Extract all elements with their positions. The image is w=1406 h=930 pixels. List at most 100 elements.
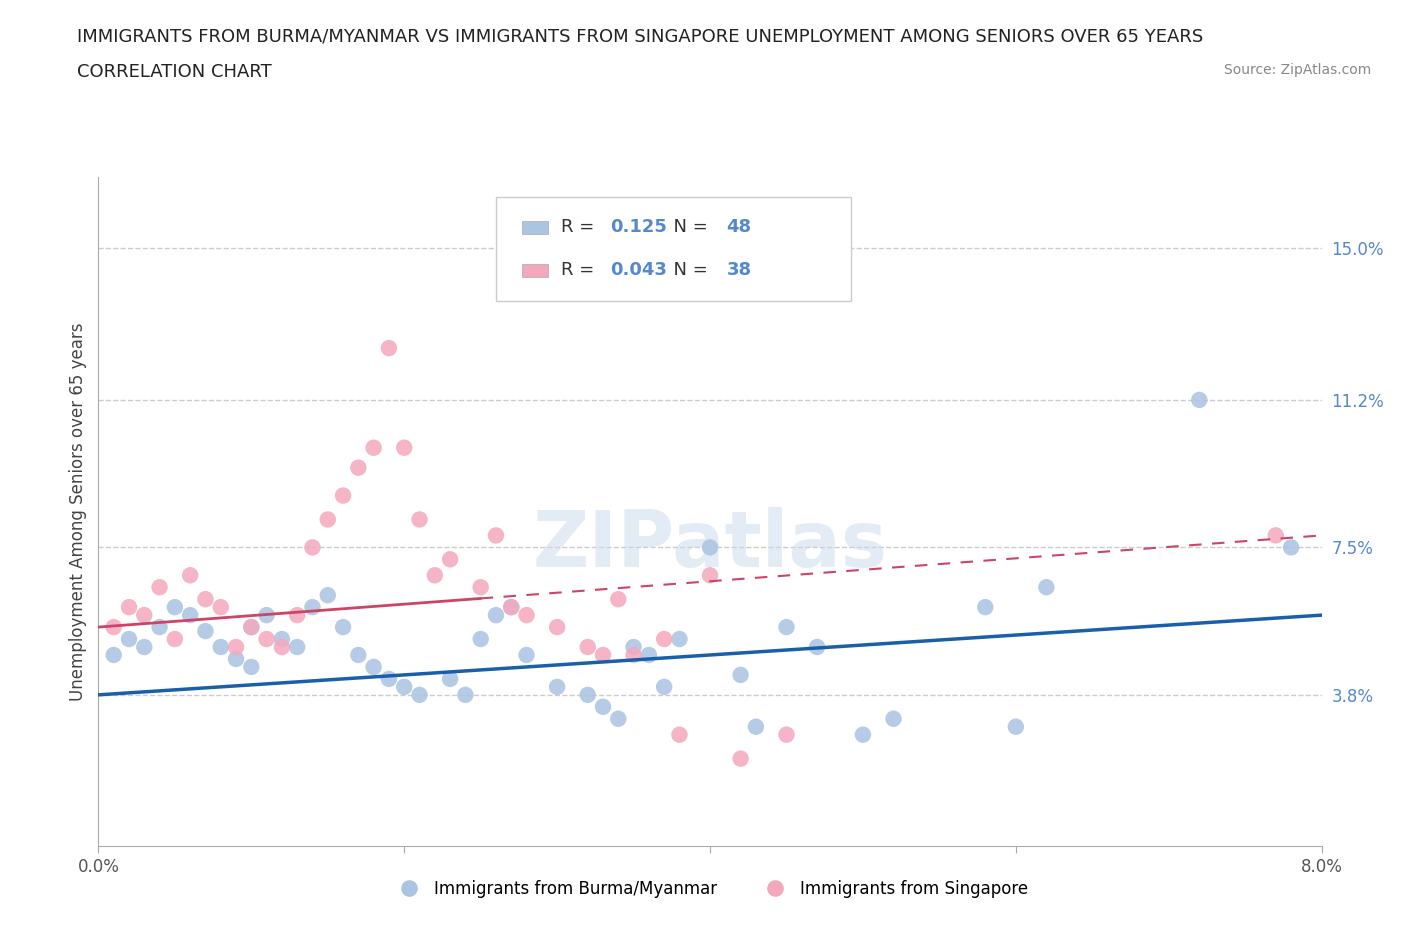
Point — [1188, 392, 1211, 407]
Point — [1004, 719, 1026, 734]
Point — [408, 687, 430, 702]
Point — [134, 607, 156, 622]
Point — [623, 640, 645, 655]
FancyBboxPatch shape — [522, 221, 548, 234]
Point — [347, 647, 370, 662]
Text: Source: ZipAtlas.com: Source: ZipAtlas.com — [1223, 63, 1371, 77]
Point — [607, 591, 630, 606]
Text: N =: N = — [662, 261, 713, 279]
FancyBboxPatch shape — [522, 264, 548, 277]
Point — [392, 440, 416, 455]
Point — [240, 619, 263, 634]
Y-axis label: Unemployment Among Seniors over 65 years: Unemployment Among Seniors over 65 years — [69, 323, 87, 700]
Point — [240, 619, 263, 634]
Point — [470, 579, 492, 594]
Point — [163, 631, 186, 646]
Point — [392, 680, 416, 695]
FancyBboxPatch shape — [496, 197, 851, 300]
Point — [439, 671, 461, 686]
Point — [576, 687, 599, 702]
Point — [501, 600, 523, 615]
Point — [285, 607, 308, 622]
Point — [378, 671, 401, 686]
Text: R =: R = — [561, 219, 600, 236]
Legend: Immigrants from Burma/Myanmar, Immigrants from Singapore: Immigrants from Burma/Myanmar, Immigrant… — [385, 873, 1035, 905]
Text: N =: N = — [662, 219, 713, 236]
Point — [301, 540, 323, 555]
Point — [1279, 540, 1302, 555]
Point — [256, 607, 278, 622]
Point — [240, 659, 263, 674]
Point — [179, 607, 201, 622]
Point — [592, 699, 614, 714]
Point — [363, 659, 385, 674]
Point — [270, 640, 294, 655]
Point — [652, 631, 675, 646]
Point — [883, 711, 905, 726]
Point — [454, 687, 477, 702]
Point — [209, 640, 232, 655]
Point — [852, 727, 875, 742]
Point — [209, 600, 232, 615]
Point — [423, 568, 446, 583]
Text: 48: 48 — [727, 219, 752, 236]
Point — [775, 619, 797, 634]
Point — [668, 631, 690, 646]
Point — [347, 460, 370, 475]
Point — [516, 647, 538, 662]
Text: 38: 38 — [727, 261, 752, 279]
Point — [1264, 528, 1286, 543]
Point — [316, 588, 339, 603]
Point — [592, 647, 614, 662]
Point — [730, 751, 752, 766]
Point — [378, 340, 401, 355]
Point — [285, 640, 308, 655]
Point — [485, 528, 508, 543]
Point — [179, 568, 201, 583]
Point — [668, 727, 690, 742]
Point — [516, 607, 538, 622]
Point — [118, 600, 141, 615]
Point — [363, 440, 385, 455]
Point — [134, 640, 156, 655]
Point — [546, 680, 568, 695]
Text: ZIPatlas: ZIPatlas — [533, 507, 887, 583]
Point — [623, 647, 645, 662]
Point — [149, 619, 172, 634]
Point — [118, 631, 141, 646]
Text: R =: R = — [561, 261, 600, 279]
Text: CORRELATION CHART: CORRELATION CHART — [77, 63, 273, 81]
Point — [439, 551, 461, 566]
Point — [408, 512, 430, 527]
Point — [745, 719, 768, 734]
Point — [546, 619, 568, 634]
Point — [256, 631, 278, 646]
Text: 0.125: 0.125 — [610, 219, 668, 236]
Point — [225, 640, 247, 655]
Point — [103, 619, 125, 634]
Point — [607, 711, 630, 726]
Point — [730, 668, 752, 683]
Text: 0.043: 0.043 — [610, 261, 668, 279]
Point — [163, 600, 186, 615]
Text: IMMIGRANTS FROM BURMA/MYANMAR VS IMMIGRANTS FROM SINGAPORE UNEMPLOYMENT AMONG SE: IMMIGRANTS FROM BURMA/MYANMAR VS IMMIGRA… — [77, 28, 1204, 46]
Point — [332, 619, 354, 634]
Point — [974, 600, 997, 615]
Point — [332, 488, 354, 503]
Point — [225, 652, 247, 667]
Point — [485, 607, 508, 622]
Point — [699, 540, 721, 555]
Point — [775, 727, 797, 742]
Point — [652, 680, 675, 695]
Point — [470, 631, 492, 646]
Point — [270, 631, 294, 646]
Point — [576, 640, 599, 655]
Point — [1035, 579, 1057, 594]
Point — [501, 600, 523, 615]
Point — [149, 579, 172, 594]
Point — [194, 624, 217, 639]
Point — [194, 591, 217, 606]
Point — [699, 568, 721, 583]
Point — [806, 640, 828, 655]
Point — [637, 647, 661, 662]
